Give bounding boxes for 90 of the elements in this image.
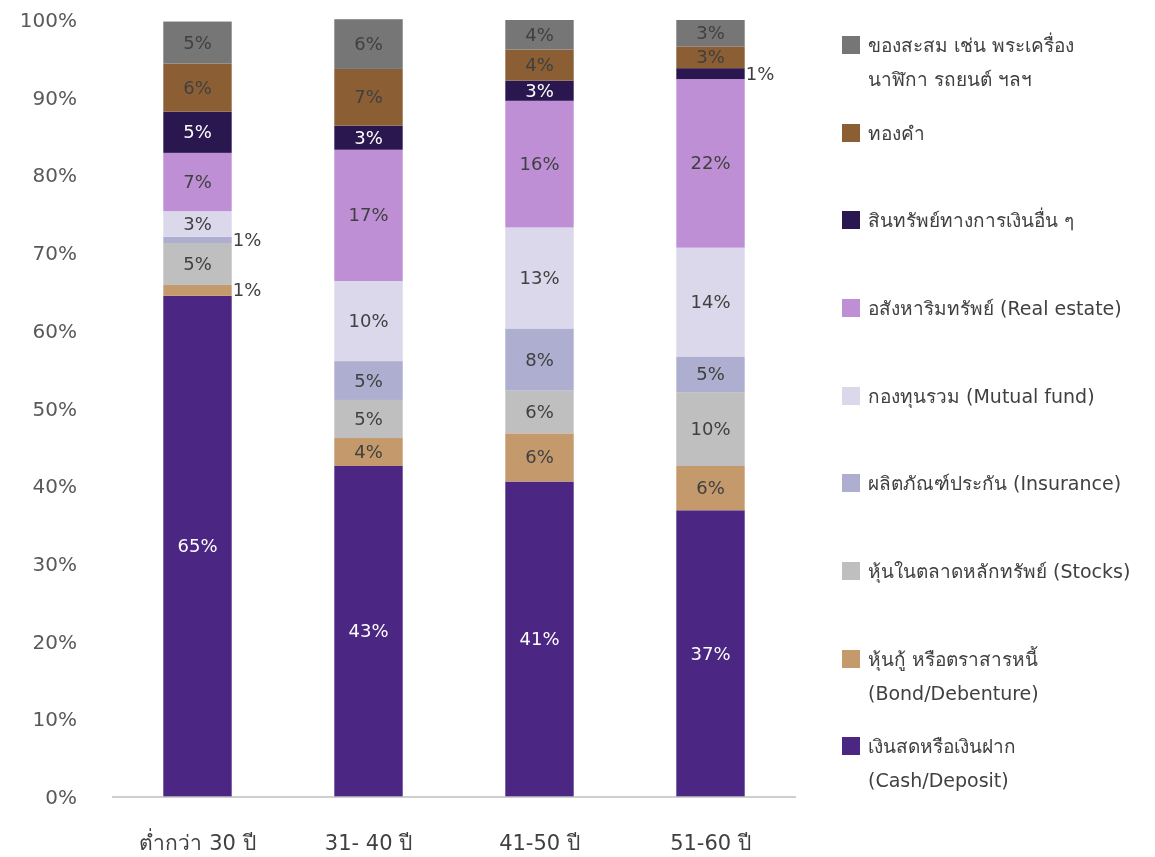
bar: [505, 49, 574, 81]
data-label: 5%: [696, 363, 725, 385]
data-label: 6%: [696, 477, 725, 499]
bar: [163, 21, 232, 64]
data-label: 16%: [519, 153, 560, 175]
data-label: 5%: [183, 252, 212, 274]
y-tick-label: 100%: [19, 8, 77, 32]
legend-label: ของสะสม เช่น พระเครื่อง นาฬิกา รถยนต์ ฯลฯ: [868, 31, 1076, 92]
bar: [163, 243, 232, 285]
bar: [505, 328, 574, 391]
data-label: 3%: [183, 212, 212, 234]
y-tick-label: 30%: [32, 551, 77, 576]
bar: [334, 466, 403, 797]
x-tick-label: 41-50 ปี: [499, 831, 580, 855]
data-label: 41%: [519, 628, 560, 650]
x-tick-label: 31- 40 ปี: [324, 831, 413, 855]
x-tick-label: ต่ำกว่า 30 ปี: [139, 828, 256, 855]
bar: [163, 284, 232, 296]
data-label: 17%: [348, 204, 389, 226]
bar: [163, 236, 232, 243]
y-tick-label: 60%: [32, 318, 77, 343]
bar: [505, 390, 574, 434]
bar: [676, 79, 745, 248]
bar: [334, 149, 403, 282]
y-tick-label: 0%: [45, 785, 77, 809]
bar: [163, 111, 232, 153]
bar: [676, 392, 745, 466]
bar: [676, 46, 745, 69]
data-label: 3%: [525, 79, 554, 101]
bar: [163, 152, 232, 212]
bar: [334, 125, 403, 150]
data-label: 6%: [183, 76, 212, 98]
bar: [334, 438, 403, 466]
data-label: 4%: [354, 441, 383, 463]
legend-label: หุ้นกู้ หรือตราสารหนี้ (Bond/Debenture): [868, 645, 1040, 706]
y-tick-label: 90%: [32, 85, 77, 110]
data-label: 10%: [690, 418, 731, 440]
data-label: 6%: [525, 401, 554, 422]
bar: [676, 68, 745, 80]
legend-label: ผลิตภัณฑ์ประกัน (Insurance): [868, 471, 1122, 497]
data-label: 7%: [183, 171, 212, 192]
bar: [676, 510, 745, 797]
data-label: 13%: [519, 266, 560, 288]
data-label: 6%: [525, 446, 554, 468]
data-label: 3%: [354, 126, 383, 148]
bar: [334, 68, 403, 126]
y-tick-label: 10%: [32, 707, 77, 732]
bar: [334, 361, 403, 400]
data-label: 65%: [177, 535, 218, 557]
bar: [334, 281, 403, 362]
data-label: 7%: [354, 86, 383, 108]
data-label: 1%: [232, 228, 262, 250]
data-label: 5%: [354, 407, 383, 429]
bar: [505, 20, 574, 50]
bar: [163, 211, 232, 237]
bar: [334, 19, 403, 69]
y-tick-label: 70%: [32, 241, 77, 266]
data-label: 14%: [690, 291, 731, 313]
bar: [676, 356, 745, 393]
y-tick-label: 80%: [32, 163, 77, 188]
bar: [505, 227, 574, 329]
data-label: 43%: [348, 620, 389, 642]
bar: [676, 247, 745, 357]
bar: [676, 466, 745, 511]
data-label: 3%: [696, 46, 725, 68]
data-label: 1%: [745, 62, 775, 84]
bar: [505, 100, 574, 228]
legend-label: สินทรัพย์ทางการเงินอื่น ๆ: [868, 206, 1075, 234]
y-tick-label: 40%: [32, 474, 77, 499]
bar: [163, 295, 232, 797]
y-tick-label: 50%: [32, 396, 77, 421]
legend-label: กองทุนรวม (Mutual fund): [868, 383, 1095, 410]
data-label: 22%: [690, 152, 731, 174]
bar: [163, 63, 232, 112]
legend-label: อสังหาริมทรัพย์ (Real estate): [868, 296, 1122, 321]
x-tick-label: 51-60 ปี: [670, 831, 751, 855]
legend-label: เงินสดหรือเงินฝาก (Cash/Deposit): [868, 734, 1017, 794]
legend-label: หุ้นในตลาดหลักทรัพย์ (Stocks): [868, 559, 1131, 585]
data-label: 5%: [183, 121, 212, 143]
data-label: 4%: [525, 54, 554, 76]
legend-label: ทองคำ: [868, 120, 925, 146]
data-label: 37%: [690, 642, 731, 664]
bar: [505, 481, 574, 797]
data-label: 8%: [525, 348, 554, 370]
y-tick-label: 20%: [32, 629, 77, 654]
data-label: 10%: [348, 310, 389, 332]
data-label: 1%: [232, 279, 262, 301]
bar: [334, 399, 403, 439]
data-label: 5%: [354, 369, 383, 391]
bar: [505, 433, 574, 482]
